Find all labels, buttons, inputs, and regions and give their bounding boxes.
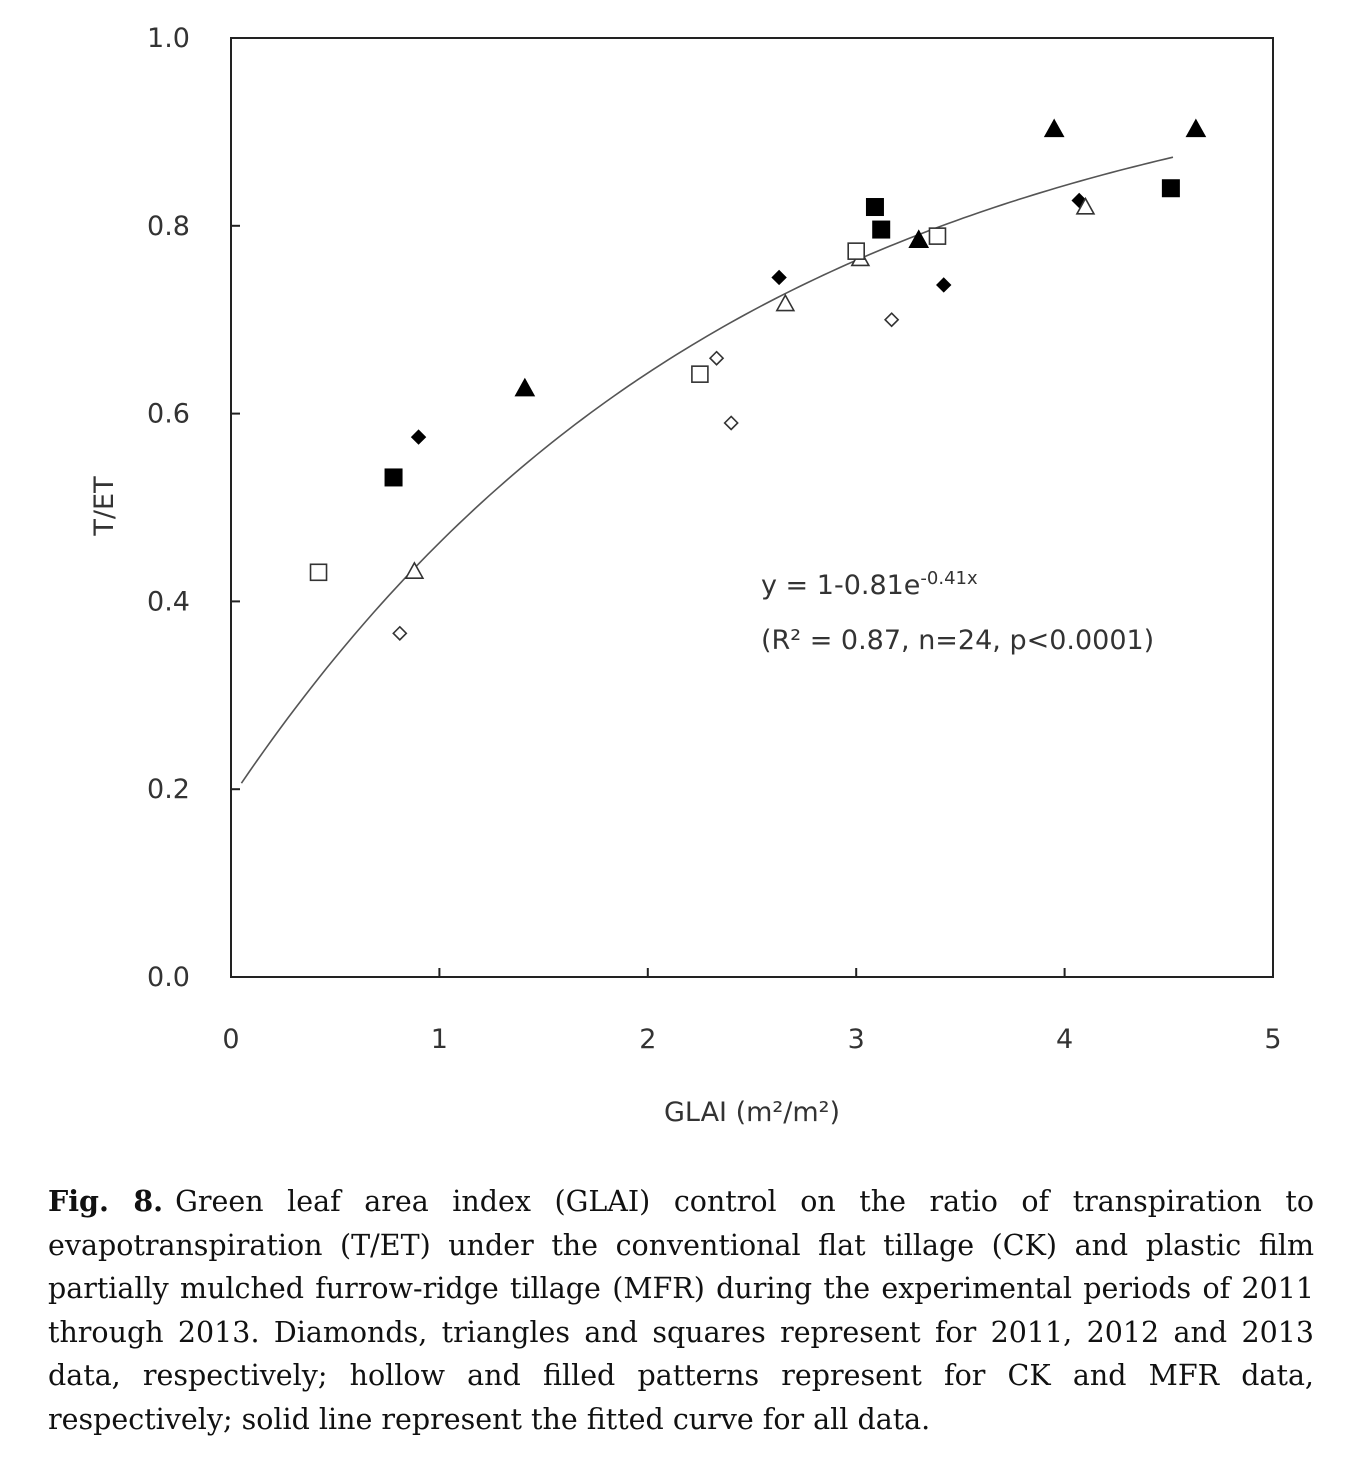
- point-triangle-hollow: [775, 293, 796, 312]
- point-square-filled: [865, 198, 884, 217]
- point-diamond-filled: [936, 277, 952, 293]
- x-tick-label: 2: [639, 1024, 656, 1055]
- y-tick-label: 1.0: [147, 23, 190, 54]
- axis-ticks: [230, 37, 1274, 978]
- point-diamond-filled: [410, 429, 427, 445]
- fit-equation: y = 1-0.81e-0.41x: [761, 568, 978, 601]
- point-triangle-filled: [1043, 118, 1065, 138]
- fit-equation-exponent: -0.41x: [920, 568, 978, 589]
- x-axis-label: GLAI (m²/m²): [664, 1097, 840, 1128]
- point-triangle-filled: [1185, 118, 1207, 138]
- x-tick-label: 4: [1056, 1024, 1073, 1055]
- point-diamond-filled: [771, 269, 787, 286]
- point-triangle-hollow: [1075, 196, 1096, 215]
- y-axis-label: T/ET: [89, 476, 120, 537]
- point-diamond-hollow: [723, 415, 739, 431]
- figure-label: Fig. 8.: [48, 1184, 164, 1218]
- y-tick-label: 0.6: [147, 399, 190, 430]
- y-tick-label: 0.0: [147, 962, 190, 993]
- point-square-hollow: [847, 242, 866, 260]
- point-triangle-filled: [908, 229, 930, 248]
- fit-equation-main: y = 1-0.81e: [761, 570, 920, 601]
- y-tick-label: 0.4: [147, 586, 190, 617]
- y-tick-label: 0.2: [147, 774, 190, 805]
- axis-tick-labels: 0 1 2 3 4 5 0.0 0.2 0.4 0.6 0.8 1.0: [147, 23, 1282, 1055]
- point-triangle-filled: [514, 377, 536, 397]
- point-square-hollow: [691, 365, 709, 383]
- point-diamond-hollow: [883, 312, 900, 328]
- point-square-filled: [384, 468, 403, 487]
- data-points: [309, 118, 1207, 641]
- figure-caption-text: Green leaf area index (GLAI) control on …: [48, 1185, 1314, 1436]
- point-triangle-hollow: [404, 561, 425, 579]
- figure-caption: Fig. 8. Green leaf area index (GLAI) cont…: [48, 1180, 1314, 1441]
- fit-statistics: (R² = 0.87, n=24, p<0.0001): [761, 625, 1154, 656]
- fitted-curve: [240, 156, 1174, 784]
- point-diamond-hollow: [708, 350, 725, 366]
- point-diamond-hollow: [392, 625, 408, 641]
- plot-frame: [230, 37, 1274, 978]
- point-square-filled: [1161, 179, 1180, 198]
- x-tick-label: 3: [848, 1024, 865, 1055]
- x-tick-label: 0: [222, 1024, 239, 1055]
- point-square-hollow: [309, 563, 328, 582]
- point-square-filled: [872, 220, 891, 239]
- point-square-hollow: [928, 227, 947, 245]
- y-tick-label: 0.8: [147, 211, 190, 242]
- x-tick-label: 1: [431, 1024, 448, 1055]
- scatter-chart: 0 1 2 3 4 5 0.0 0.2 0.4 0.6 0.8 1.0 T/ET GLAI (m²/m…: [89, 23, 1282, 1128]
- x-tick-label: 5: [1264, 1024, 1281, 1055]
